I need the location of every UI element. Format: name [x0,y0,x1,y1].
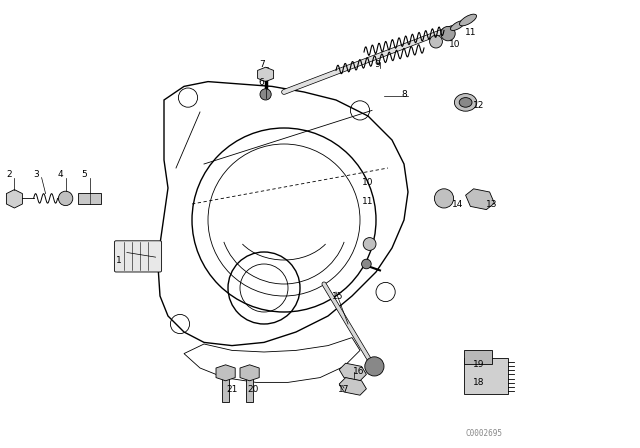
Circle shape [429,35,442,48]
Circle shape [58,191,73,206]
Polygon shape [240,365,259,381]
Text: 12: 12 [473,101,484,110]
Text: 21: 21 [227,385,237,394]
Text: 15: 15 [332,292,343,301]
Ellipse shape [454,94,477,111]
Text: 1: 1 [116,255,121,264]
Text: 8: 8 [401,90,407,99]
Text: 20: 20 [247,385,259,394]
Circle shape [364,237,376,250]
Polygon shape [466,189,494,210]
Bar [464,358,508,394]
Circle shape [441,26,455,41]
Ellipse shape [451,21,465,30]
Text: 11: 11 [465,27,476,36]
Circle shape [365,357,384,376]
Text: 3: 3 [33,170,39,179]
Polygon shape [339,378,366,395]
Text: 13: 13 [486,199,498,208]
Ellipse shape [460,14,477,26]
Ellipse shape [460,98,472,107]
Bar [79,193,101,204]
Text: 7: 7 [259,60,264,69]
Text: 18: 18 [473,378,484,387]
Circle shape [435,189,454,208]
Text: 19: 19 [473,359,484,369]
Text: 5: 5 [81,170,87,179]
Text: 4: 4 [57,170,63,179]
Text: 2: 2 [7,170,12,179]
Text: 6: 6 [259,78,264,87]
Polygon shape [216,365,236,381]
Text: 10: 10 [449,39,460,48]
Text: 10: 10 [362,178,374,187]
Text: 11: 11 [362,197,374,206]
Polygon shape [6,190,22,208]
Text: 17: 17 [339,385,349,394]
Circle shape [260,89,271,100]
Text: C0002695: C0002695 [465,429,502,438]
Text: 14: 14 [452,199,463,208]
Polygon shape [339,363,366,381]
Text: 9: 9 [375,60,380,69]
Text: 16: 16 [353,367,364,376]
Circle shape [362,259,371,269]
Bar [464,349,492,364]
Polygon shape [258,67,274,82]
FancyBboxPatch shape [115,241,161,272]
Bar [246,376,253,401]
Bar [223,376,229,401]
